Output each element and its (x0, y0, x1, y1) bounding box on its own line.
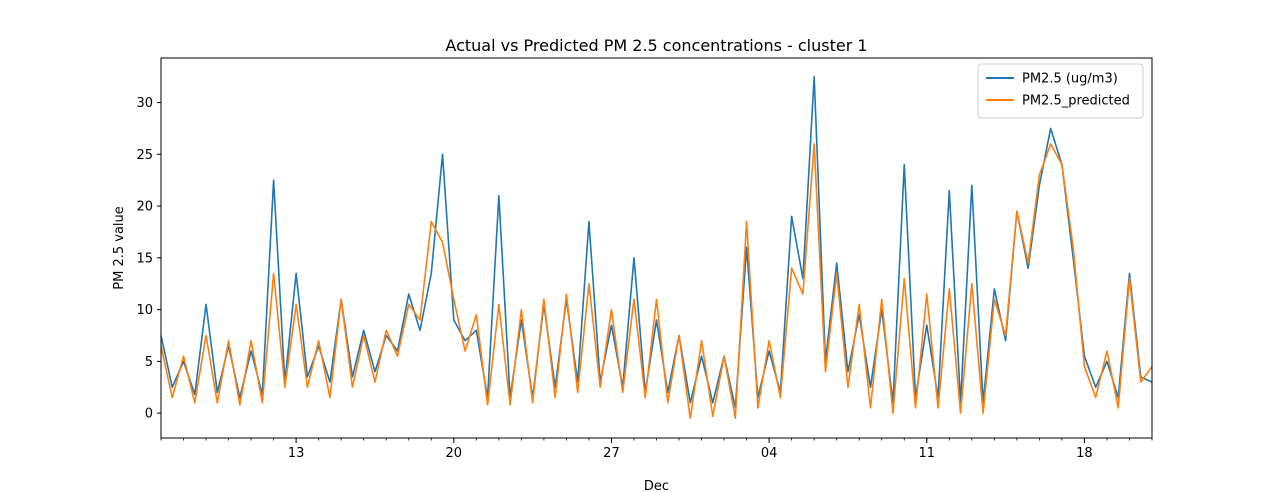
legend-box (977, 63, 1144, 119)
y-tick-label: 5 (145, 355, 153, 370)
y-axis-label: PM 2.5 value (112, 206, 127, 290)
y-tick-label: 25 (136, 148, 153, 163)
x-axis-label: Dec (644, 479, 669, 492)
x-tick-label: 11 (918, 446, 935, 461)
legend-label: PM2.5_predicted (1022, 94, 1130, 109)
x-tick-label: 13 (288, 446, 305, 461)
chart-title: Actual vs Predicted PM 2.5 concentration… (445, 36, 867, 55)
series-line-actual (161, 75, 1152, 409)
x-tick-label: 27 (603, 446, 620, 461)
y-axis: 0 5 10 15 20 25 30 (136, 96, 161, 422)
legend: PM2.5 (ug/m3) PM2.5_predicted (977, 63, 1144, 119)
y-tick-label: 10 (136, 303, 153, 318)
x-tick-label: 20 (446, 446, 463, 461)
series-line-predicted (161, 143, 1152, 420)
x-tick-label: 04 (761, 446, 778, 461)
y-tick-label: 20 (136, 200, 153, 215)
x-tick-label: 18 (1076, 446, 1093, 461)
series-layer (161, 75, 1152, 420)
y-tick-label: 15 (136, 251, 153, 266)
y-tick-label: 30 (136, 96, 153, 111)
x-axis: 13 20 27 04 11 18 (160, 438, 1153, 461)
y-tick-label: 0 (145, 407, 153, 422)
legend-label: PM2.5 (ug/m3) (1022, 72, 1118, 87)
